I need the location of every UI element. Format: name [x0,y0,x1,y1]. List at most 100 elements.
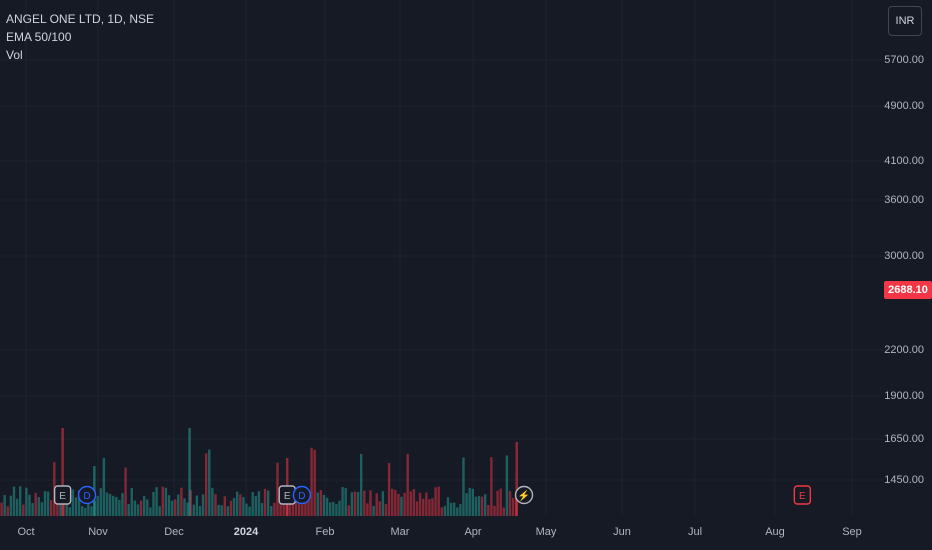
volume-bar [378,501,381,516]
volume-bar [276,462,279,516]
volume-bar [105,492,109,516]
currency-button[interactable]: INR [888,6,922,36]
volume-bar [226,506,230,516]
volume-bar [387,462,391,516]
volume-bar [84,507,87,516]
volume-bar [363,490,366,516]
volume-bar [12,486,16,516]
volume-bar [59,495,62,516]
volume-bar [440,507,443,516]
volume-bar [350,492,354,516]
time-tick-label: Nov [88,526,108,538]
volume-bar [186,502,189,516]
volume-bar [56,498,59,516]
earnings-marker[interactable] [53,485,72,505]
volume-bar [195,495,199,516]
volume-bar [49,500,53,516]
volume-bar [480,496,484,516]
volume-bar [25,487,28,516]
volume-bar [403,492,406,516]
dividend-marker[interactable] [292,485,312,505]
time-tick-label: Mar [390,526,410,538]
volume-bar [68,507,71,516]
volume-bar [142,495,146,516]
volume-bar [288,503,292,516]
volume-bar [421,498,425,516]
price-tick-label: 5700.00 [884,54,924,66]
volume-bar [232,497,236,516]
volume-bar [139,500,143,516]
volume-bar [431,498,434,516]
volume-bar [158,506,161,516]
volume-bar [183,498,186,516]
volume-bar [409,491,412,516]
volume-bar [394,489,397,516]
volume-bar [366,503,369,516]
volume-bar [3,495,6,516]
volume-bar [338,500,341,516]
volume-bar [146,499,149,516]
volume-bar [428,499,431,516]
event-marker-label: E [284,491,291,502]
volume-bar [198,505,202,516]
volume-bar [71,489,75,516]
event-marker-label: ⚡ [518,489,530,502]
volume-bar [496,490,499,516]
time-tick-label: Oct [17,526,35,538]
volume-bar [502,507,505,516]
volume-bar [471,488,474,516]
price-tick-label: 4100.00 [884,155,924,167]
volume-bar [180,487,183,516]
dividend-marker[interactable] [77,485,97,505]
chart-legend: ANGEL ONE LTD, 1D, NSE EMA 50/100 Vol [6,10,154,64]
volume-bar [9,495,13,516]
volume-bar [40,502,44,516]
time-tick-label: Jun [613,526,631,538]
volume-bar [80,506,84,516]
volume-bar [242,497,245,516]
volume-bar [254,495,257,516]
event-marker-label: E [59,491,66,502]
volume-bar [434,487,437,516]
volume-bar [499,488,502,516]
price-axis[interactable]: 5700.00 4900.00 4100.00 3600.00 3000.00 … [884,0,932,516]
volume-bar [418,492,422,516]
volume-bar [505,455,509,516]
volume-bar [161,486,164,516]
volume-bar [390,488,394,516]
volume-indicator-label[interactable]: Vol [6,48,23,62]
volume-bar [214,494,217,516]
volume-bar [235,491,239,516]
volume-bar [260,502,264,516]
time-tick-label: Dec [164,526,184,538]
volume-bar [515,442,518,516]
volume-bar [152,491,155,516]
time-tick-label: May [535,526,557,538]
volume-bar [136,504,140,516]
volume-bar [155,487,158,516]
volume-bar [124,467,127,516]
split-marker[interactable] [514,485,534,505]
volume-bar [322,494,326,516]
volume-bar [266,490,270,516]
volume-bar [465,493,468,516]
volume-bar [446,497,450,516]
volume-bar [347,505,350,516]
volume-bar [425,492,428,516]
volume-bar [341,487,344,516]
time-tick-label: Apr [464,526,482,538]
ema-indicator-label[interactable]: EMA 50/100 [6,30,72,44]
volume-bar [223,496,226,516]
volume-bar [6,506,9,516]
volume-bar [201,494,205,516]
volume-bar [31,503,34,516]
volume-bar [204,453,208,516]
volume-bar [273,502,276,516]
volume-bar [468,487,471,516]
time-tick-label: Feb [315,526,335,538]
volume-bar [65,493,68,516]
earnings-marker[interactable] [793,485,812,505]
symbol-title[interactable]: ANGEL ONE LTD, 1D, NSE [6,12,155,26]
